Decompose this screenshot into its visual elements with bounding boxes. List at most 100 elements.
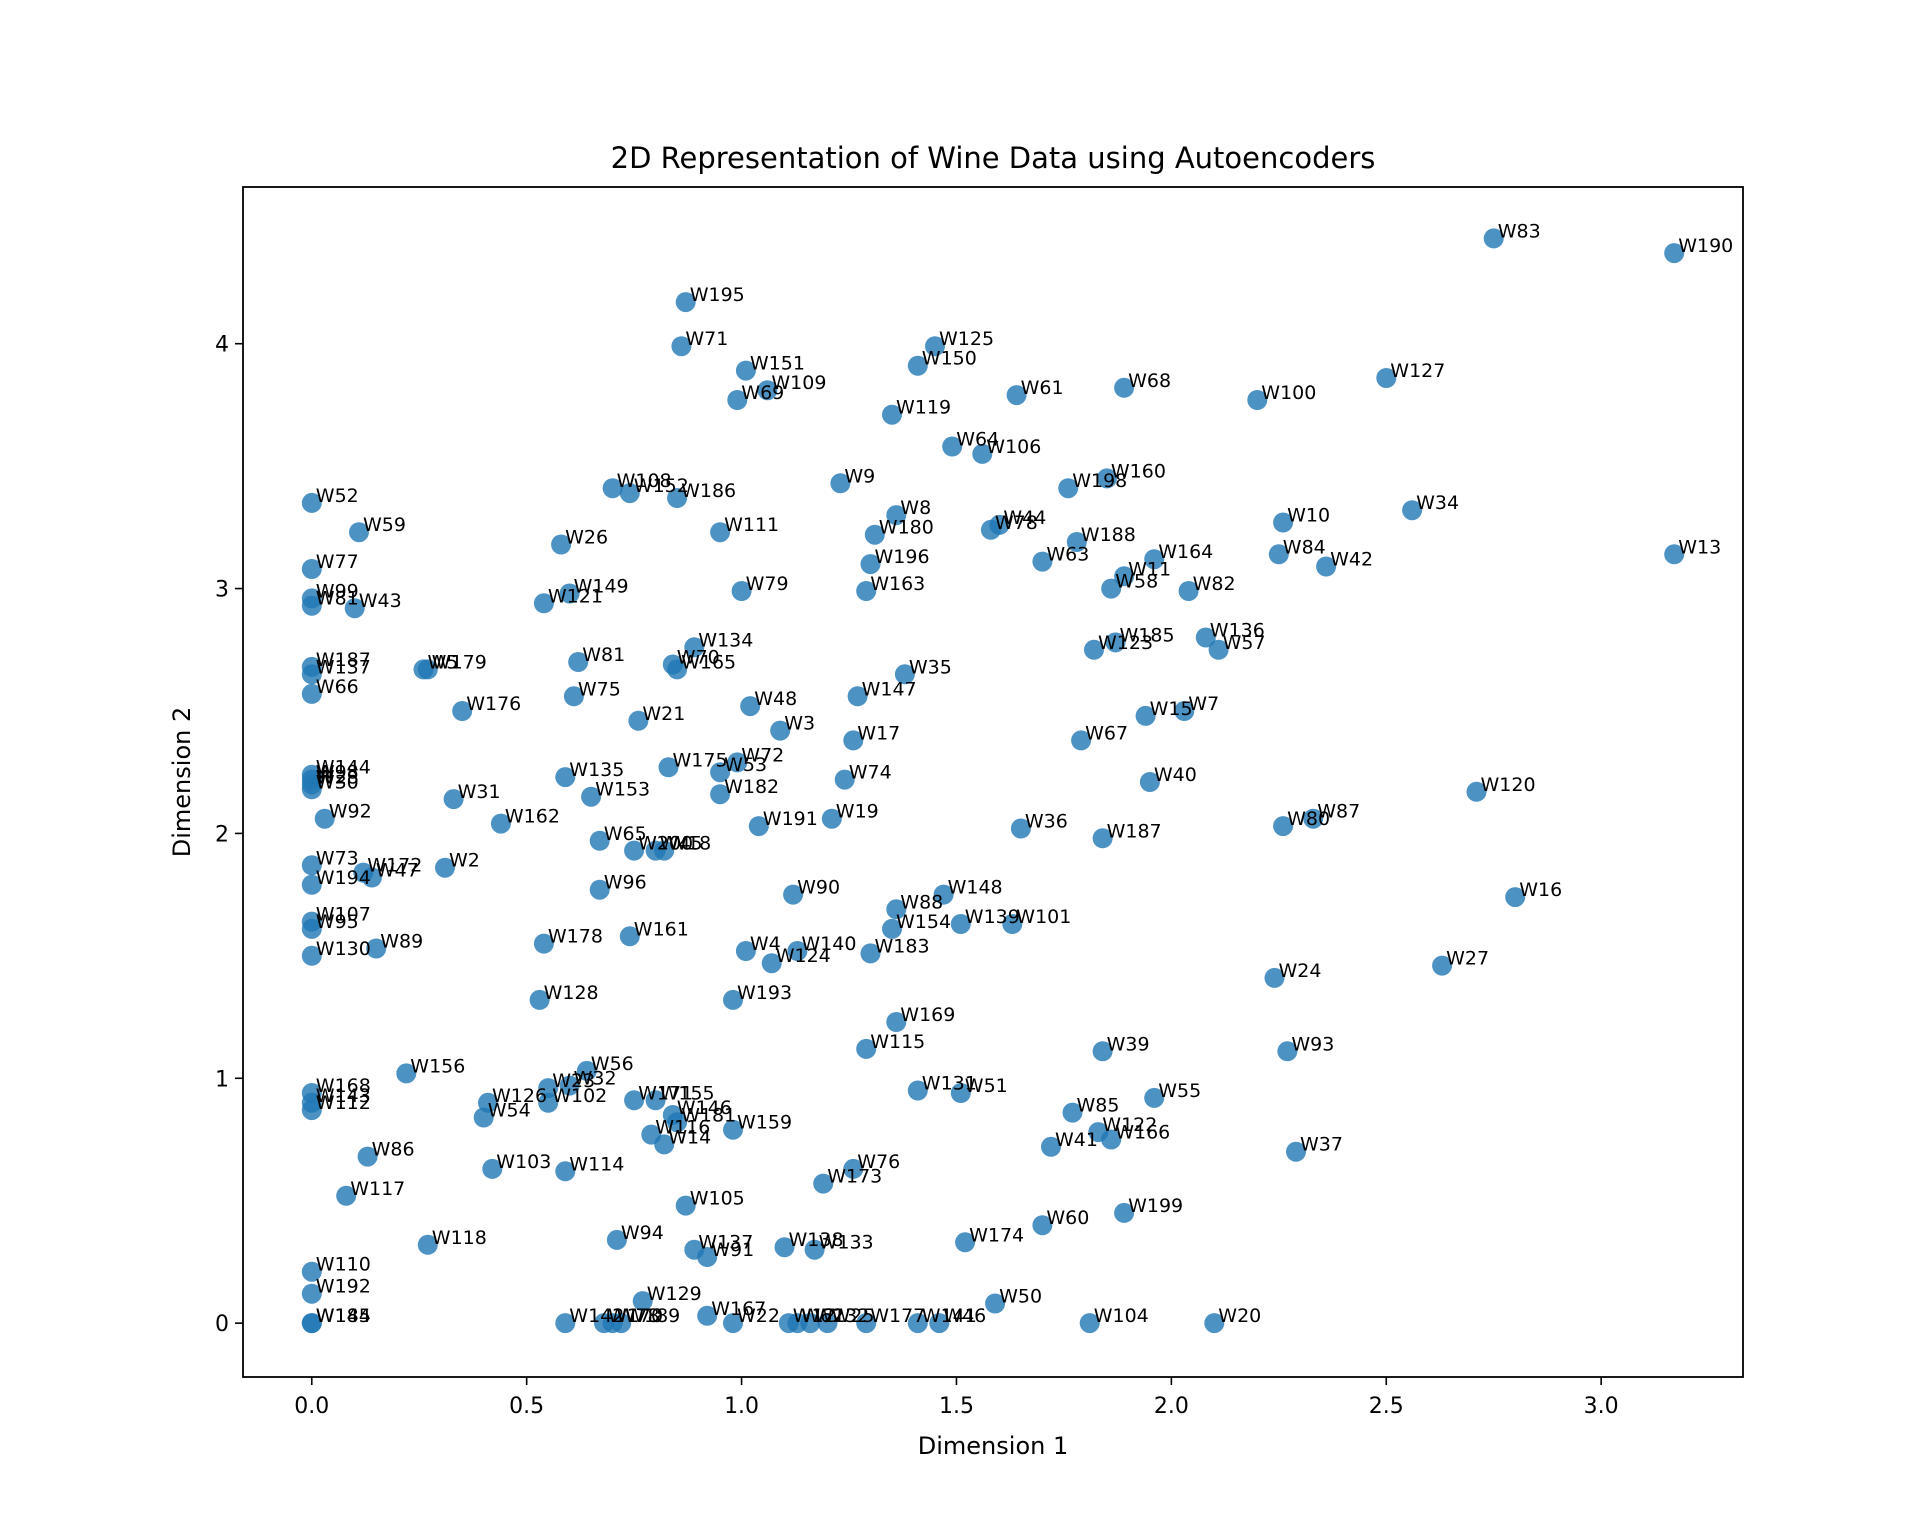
- scatter-point: [929, 1313, 950, 1334]
- scatter-point: [301, 779, 322, 800]
- scatter-point: [1101, 578, 1122, 599]
- point-label: W162: [505, 806, 560, 828]
- scatter-point: [559, 1075, 580, 1096]
- scatter-point: [1432, 955, 1453, 976]
- point-label: W167: [711, 1298, 766, 1320]
- scatter-point: [624, 1090, 645, 1111]
- point-label: W108: [617, 470, 672, 492]
- scatter-point: [606, 1229, 627, 1250]
- point-label: W57: [1223, 632, 1266, 654]
- scatter-point: [645, 1090, 666, 1111]
- point-label: W137: [316, 656, 371, 678]
- scatter-point: [1032, 551, 1053, 572]
- scatter-point: [774, 1237, 795, 1258]
- scatter-point: [435, 857, 455, 878]
- point-label: W136: [1210, 620, 1265, 642]
- point-label: W102: [552, 1085, 607, 1107]
- scatter-point: [538, 1078, 559, 1099]
- point-label: W191: [763, 808, 818, 830]
- point-label: W156: [410, 1055, 465, 1077]
- point-label: W154: [896, 911, 951, 933]
- scatter-point: [864, 524, 885, 545]
- point-label: W151: [750, 353, 805, 375]
- scatter-point: [301, 945, 322, 966]
- scatter-point: [950, 914, 971, 934]
- point-label: W140: [801, 933, 856, 955]
- point-label: W93: [1291, 1033, 1334, 1055]
- scatter-point: [1032, 1215, 1053, 1236]
- point-label: W50: [999, 1286, 1042, 1308]
- point-label: W78: [617, 1305, 660, 1327]
- scatter-point: [907, 1080, 928, 1101]
- scatter-point: [907, 355, 928, 376]
- scatter-point: [710, 522, 731, 543]
- point-label: W73: [316, 847, 359, 869]
- point-label: W28: [316, 766, 359, 788]
- scatter-point: [1286, 1141, 1306, 1162]
- scatter-point: [843, 730, 864, 751]
- x-tick-label: 1.5: [939, 1394, 974, 1419]
- point-label: W53: [724, 754, 767, 776]
- point-label: W180: [879, 517, 934, 539]
- point-label: W152: [634, 475, 689, 497]
- scatter-point: [1105, 632, 1126, 653]
- point-label: W200: [638, 833, 693, 855]
- point-label: W37: [1300, 1134, 1343, 1156]
- scatter-point: [555, 1161, 576, 1182]
- scatter-point: [727, 752, 748, 773]
- point-label: W25: [832, 1305, 875, 1327]
- scatter-point: [882, 404, 902, 425]
- point-label: W145: [316, 1305, 371, 1327]
- point-label: W61: [1021, 377, 1064, 399]
- scatter-point: [894, 664, 915, 685]
- point-label: W32: [574, 1068, 617, 1090]
- scatter-point: [985, 1293, 1006, 1314]
- scatter-point: [555, 767, 576, 788]
- scatter-point: [1092, 828, 1113, 849]
- scatter-point: [1096, 468, 1117, 489]
- scatter-point: [1483, 228, 1504, 249]
- x-tick-label: 2.5: [1369, 1394, 1404, 1419]
- point-label: W42: [1330, 549, 1373, 571]
- point-label: W139: [965, 906, 1020, 928]
- point-label: W116: [655, 1117, 710, 1139]
- scatter-point: [632, 1291, 653, 1312]
- scatter-point: [723, 1313, 743, 1334]
- scatter-point: [723, 1119, 743, 1140]
- point-label: W171: [638, 1082, 693, 1104]
- scatter-point: [1174, 701, 1195, 721]
- scatter-point: [697, 1305, 718, 1326]
- point-label: W14: [668, 1126, 711, 1148]
- y-axis-label: Dimension 2: [168, 707, 196, 857]
- point-label: W105: [690, 1188, 745, 1210]
- scatter-point: [697, 1247, 718, 1267]
- scatter-point: [731, 581, 752, 601]
- scatter-point: [1273, 816, 1294, 837]
- scatter-point: [710, 784, 731, 805]
- points-layer: [301, 228, 1685, 1334]
- scatter-point: [830, 473, 851, 494]
- scatter-point: [654, 840, 675, 861]
- point-label: W45: [660, 833, 703, 855]
- scatter-point: [933, 884, 954, 905]
- point-label: W134: [698, 629, 753, 651]
- point-label: W193: [737, 982, 792, 1004]
- point-label: W51: [965, 1075, 1008, 1097]
- point-label: W94: [621, 1222, 664, 1244]
- point-label: W48: [754, 688, 797, 710]
- scatter-point: [860, 554, 881, 575]
- point-label: W120: [1481, 774, 1536, 796]
- scatter-point: [843, 1158, 864, 1179]
- point-label: W198: [1072, 470, 1127, 492]
- scatter-point: [1303, 808, 1324, 829]
- scatter-point: [1062, 1102, 1083, 1123]
- point-label: W164: [1158, 541, 1213, 563]
- point-label: W100: [1261, 382, 1316, 404]
- point-label: W23: [552, 1070, 595, 1092]
- point-label: W141: [922, 1305, 977, 1327]
- point-label: W26: [565, 527, 608, 549]
- point-label: W111: [724, 514, 779, 536]
- scatter-point: [533, 933, 554, 954]
- y-tick-label: 4: [215, 333, 229, 358]
- scatter-point: [301, 664, 322, 685]
